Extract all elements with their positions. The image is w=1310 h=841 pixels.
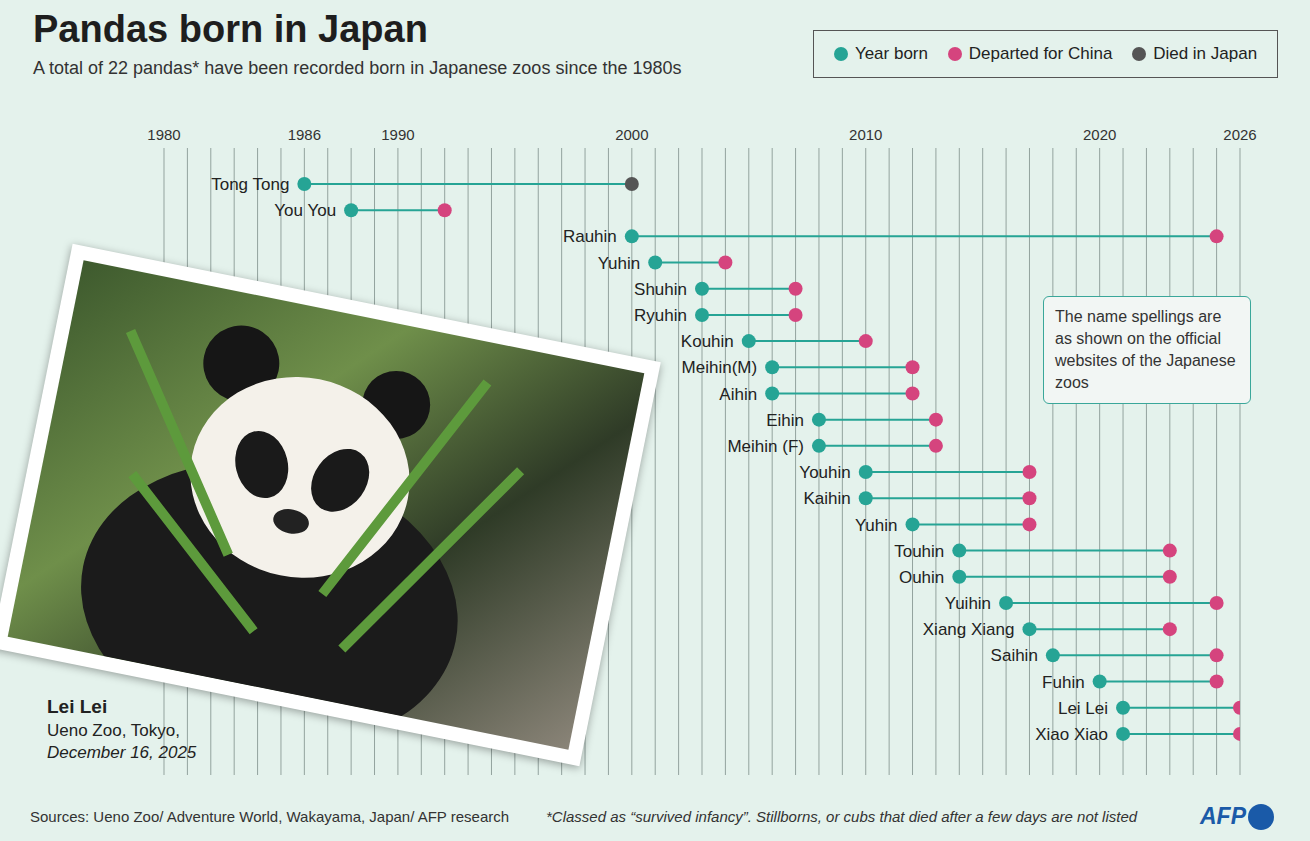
svg-text:Tong Tong: Tong Tong [211,175,289,194]
svg-text:Aihin: Aihin [719,385,757,404]
html-text:Sources: Ueno Zoo/ Adventure W: Sources: Ueno Zoo/ Adventure World, Waka… [30,808,510,825]
html-text:Ueno Zoo, Tokyo,: Ueno Zoo, Tokyo, [47,721,180,740]
svg-text:Saihin: Saihin [991,646,1038,665]
html-text:*Classed as “survived infancy”: *Classed as “survived infancy”. Stillbor… [546,808,1138,825]
svg-text:Yuihin: Yuihin [945,594,991,613]
svg-text:Lei Lei: Lei Lei [1058,699,1108,718]
svg-text:1980: 1980 [147,126,180,143]
svg-text:2026: 2026 [1223,126,1256,143]
html-text:The name spellings are as show: The name spellings are as shown on the o… [1055,308,1236,391]
svg-text:Youhin: Youhin [799,463,850,482]
svg-text:Kaihin: Kaihin [803,489,850,508]
svg-text:Meihin (F): Meihin (F) [727,437,804,456]
svg-text:Eihin: Eihin [766,411,804,430]
svg-text:Shuhin: Shuhin [634,280,687,299]
html-text:A total of 22 pandas* have bee: A total of 22 pandas* have been recorded… [33,58,682,78]
svg-text:Yuhin: Yuhin [598,254,641,273]
html-text:Lei Lei: Lei Lei [47,696,108,717]
svg-text:1990: 1990 [381,126,414,143]
svg-text:Kouhin: Kouhin [681,332,734,351]
svg-text:2010: 2010 [849,126,882,143]
html-text:Pandas born in Japan: Pandas born in Japan [33,8,428,50]
html-text:AFP: AFP [1200,803,1246,829]
svg-text:Xiang Xiang: Xiang Xiang [923,620,1015,639]
svg-text:Fuhin: Fuhin [1042,673,1085,692]
svg-text:2000: 2000 [615,126,648,143]
svg-text:Touhin: Touhin [894,542,944,561]
svg-text:You You: You You [274,201,336,220]
html-text:December 16, 2025: December 16, 2025 [47,743,197,762]
svg-text:Meihin(M): Meihin(M) [682,358,758,377]
svg-text:2020: 2020 [1083,126,1116,143]
svg-text:Ryuhin: Ryuhin [634,306,687,325]
html-text:Died in Japan: Died in Japan [1153,44,1258,63]
svg-text:Xiao Xiao: Xiao Xiao [1035,725,1108,744]
svg-text:Ouhin: Ouhin [899,568,944,587]
svg-text:Yuhin: Yuhin [855,516,898,535]
html-text:Departed for China: Departed for China [968,44,1113,63]
html-text:Year born: Year born [854,44,928,63]
svg-text:Rauhin: Rauhin [563,227,617,246]
svg-text:1986: 1986 [288,126,321,143]
